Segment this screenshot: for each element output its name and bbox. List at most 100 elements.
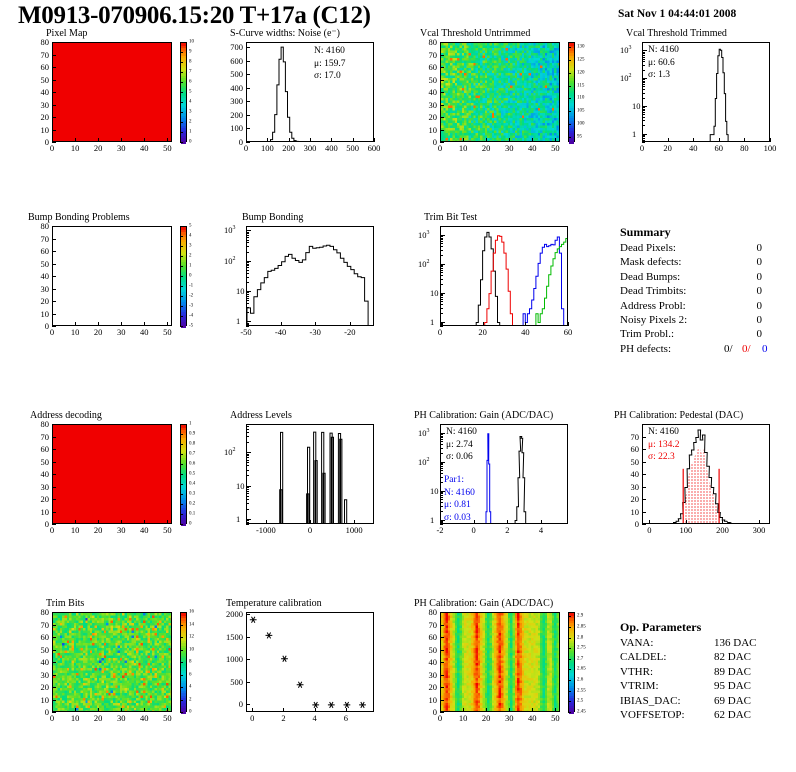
y-tick-label: 70 (428, 49, 438, 60)
y-minor-tick (246, 322, 249, 324)
x-tick (667, 138, 669, 142)
y-tick (440, 79, 444, 81)
y-tick (246, 230, 251, 232)
x-tick (507, 520, 509, 524)
y-tick (440, 92, 444, 93)
colorbar-tick-label: 1 (189, 421, 192, 427)
colorbar-segment (569, 618, 574, 622)
y-minor-tick (642, 61, 645, 63)
y-tick (52, 436, 56, 438)
y-tick-label: 70 (630, 431, 640, 442)
colorbar-segment (181, 497, 186, 501)
x-tick-label: 20 (93, 143, 103, 153)
chart-title: Bump Bonding (242, 212, 304, 223)
colorbar-segment (181, 237, 186, 241)
colorbar-segment (181, 232, 186, 236)
colorbar-segment (181, 695, 186, 699)
colorbar-segment (181, 262, 186, 266)
colorbar-segment (181, 623, 186, 627)
x-tick-label: 40 (140, 143, 149, 153)
y-tick-label: 1000 (226, 654, 243, 665)
colorbar-tick-label: 7 (189, 69, 192, 75)
x-tick-label: 30 (116, 327, 126, 337)
colorbar-segment (181, 242, 186, 246)
y-minor-tick (246, 490, 249, 492)
x-tick (525, 322, 527, 326)
y-minor-tick (642, 58, 645, 60)
y-tick (52, 251, 56, 252)
colorbar-segment (181, 643, 186, 647)
colorbar-segment (569, 120, 574, 124)
x-tick-label: 2 (281, 713, 286, 723)
y-minor-tick (440, 237, 443, 239)
colorbar-segment (181, 103, 186, 107)
colorbar-tick-label: -1 (189, 283, 194, 289)
x-tick (144, 708, 146, 712)
y-tick-label: 0 (238, 698, 243, 709)
y-minor-tick (246, 300, 249, 302)
y-minor-tick (440, 324, 443, 326)
y-tick-label: 30 (630, 481, 640, 492)
y-tick-label: 10 (236, 480, 245, 491)
x-tick-label: 0 (243, 143, 249, 153)
colorbar-segment (181, 700, 186, 704)
colorbar-segment (181, 495, 186, 499)
y-minor-tick (440, 444, 443, 446)
y-tick (52, 313, 56, 315)
y-tick (440, 612, 444, 613)
x-tick-label: 50 (551, 143, 560, 153)
colorbar-segment (181, 269, 186, 273)
ph-defects-red: 0/ (742, 342, 751, 355)
y-tick-label: 40 (428, 87, 438, 97)
data-point-marker (281, 655, 288, 662)
y-tick (642, 449, 646, 450)
y-minor-tick (246, 306, 249, 308)
chart-title: S-Curve widths: Noise (e⁻) (230, 28, 340, 39)
x-tick (144, 322, 146, 326)
stat-mu: μ: 134.2 (648, 439, 680, 450)
y-minor-tick (246, 442, 249, 444)
y-tick-label: 200 (230, 109, 243, 120)
y-minor-tick (440, 434, 443, 436)
colorbar-segment (181, 120, 186, 124)
colorbar-tick (180, 434, 183, 435)
y-minor-tick (440, 301, 443, 303)
chart-title: Address Levels (230, 410, 292, 421)
y-tick-label: 500 (230, 69, 243, 80)
colorbar-segment (181, 135, 186, 139)
x-tick (121, 520, 123, 524)
y-tick-label: 10 (632, 100, 641, 111)
y-tick (52, 499, 56, 500)
heatmap-canvas (53, 613, 171, 711)
op-label: VTRIM: (620, 680, 659, 693)
x-tick (649, 520, 651, 524)
colorbar-segment (569, 65, 574, 69)
y-tick (246, 291, 251, 292)
colorbar-tick-label: 3 (189, 109, 192, 115)
colorbar-tick (568, 59, 571, 61)
colorbar-tick (180, 112, 183, 113)
y-tick (52, 238, 56, 240)
stats-box-par1: Par1: N: 4160 μ: 0.81 σ: 0.03 (444, 474, 475, 524)
y-minor-tick (440, 299, 443, 300)
colorbar-tick-label: 0.5 (189, 471, 196, 477)
plot-curve (485, 433, 527, 523)
x-tick-label: 0 (437, 327, 443, 337)
panel-ph-calibration-gain-map: PH Calibration: Gain (ADC/DAC) 0 10 20 30 40… (406, 598, 586, 728)
y-tick-label: 103 (418, 229, 430, 240)
stat-n: N: 4160 (648, 45, 679, 55)
colorbar-segment (569, 88, 574, 92)
colorbar-segment (181, 620, 186, 624)
y-tick-label: 80 (40, 419, 50, 429)
y-minor-tick (642, 120, 645, 122)
x-tick-label: 30 (504, 143, 514, 153)
panel-vcal-threshold-untrimmed: Vcal Threshold Untrimmed 0 10 20 30 40 50 0 10 2… (406, 28, 586, 158)
x-tick-label: 50 (163, 525, 172, 535)
summary-label: PH defects: (620, 342, 672, 355)
y-minor-tick (440, 522, 443, 524)
y-minor-tick (440, 520, 443, 522)
y-tick (246, 87, 250, 89)
y-minor-tick (246, 263, 249, 265)
colorbar-tick (568, 648, 571, 650)
y-tick-label: 1500 (226, 631, 243, 642)
